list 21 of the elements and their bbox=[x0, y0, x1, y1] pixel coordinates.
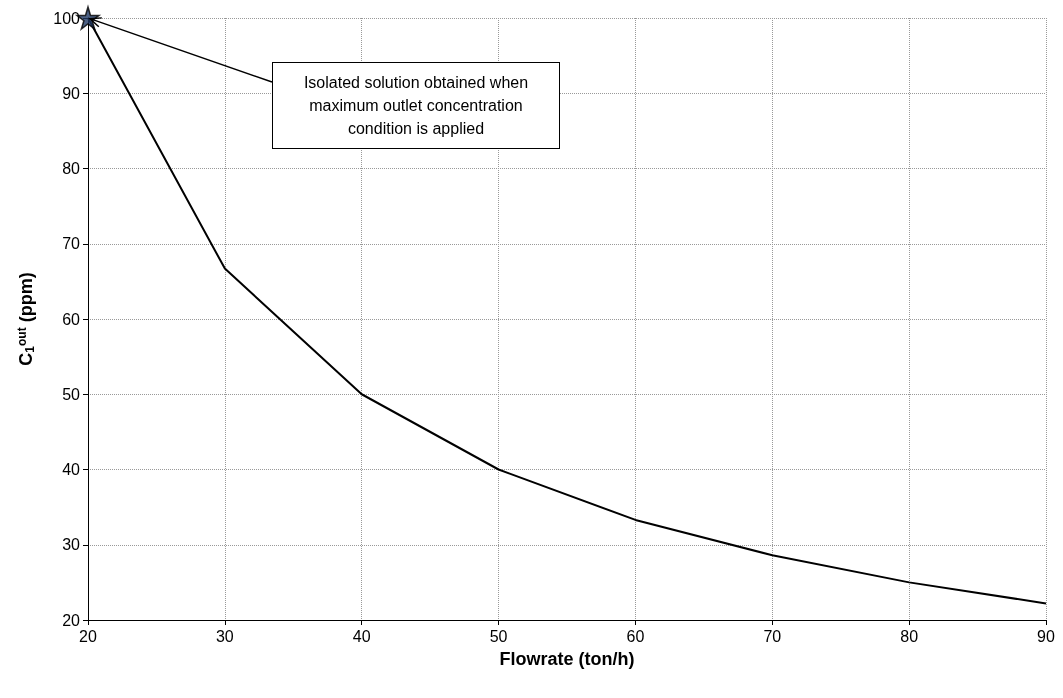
y-axis-title: C1out (ppm) bbox=[15, 272, 37, 366]
y-tick-label: 40 bbox=[62, 461, 81, 478]
callout-box: Isolated solution obtained when maximum outlet concentration condition is applied bbox=[272, 62, 560, 149]
x-tick-label: 80 bbox=[900, 627, 919, 645]
x-tick-label: 70 bbox=[763, 627, 782, 645]
x-tick-label: 40 bbox=[352, 627, 371, 645]
y-tick-label: 80 bbox=[62, 160, 81, 177]
y-tick-label: 30 bbox=[62, 536, 81, 554]
x-tick-label: 90 bbox=[1037, 627, 1055, 645]
y-tick-label: 60 bbox=[62, 310, 81, 328]
y-tick-label: 50 bbox=[62, 385, 81, 403]
x-tick-label: 50 bbox=[489, 627, 508, 645]
y-tick-label: 70 bbox=[62, 235, 81, 253]
annotation: Isolated solution obtained when maximum outlet concentration condition is applied bbox=[303, 74, 529, 137]
x-tick-label: 30 bbox=[215, 627, 234, 645]
x-tick-label: 60 bbox=[626, 627, 645, 645]
y-tick-label: 90 bbox=[62, 84, 81, 102]
y-tick-label: 100 bbox=[53, 9, 81, 27]
x-axis-title: Flowrate (ton/h) bbox=[499, 649, 635, 669]
y-tick-label: 20 bbox=[62, 611, 81, 629]
x-tick-label: 20 bbox=[79, 627, 97, 645]
